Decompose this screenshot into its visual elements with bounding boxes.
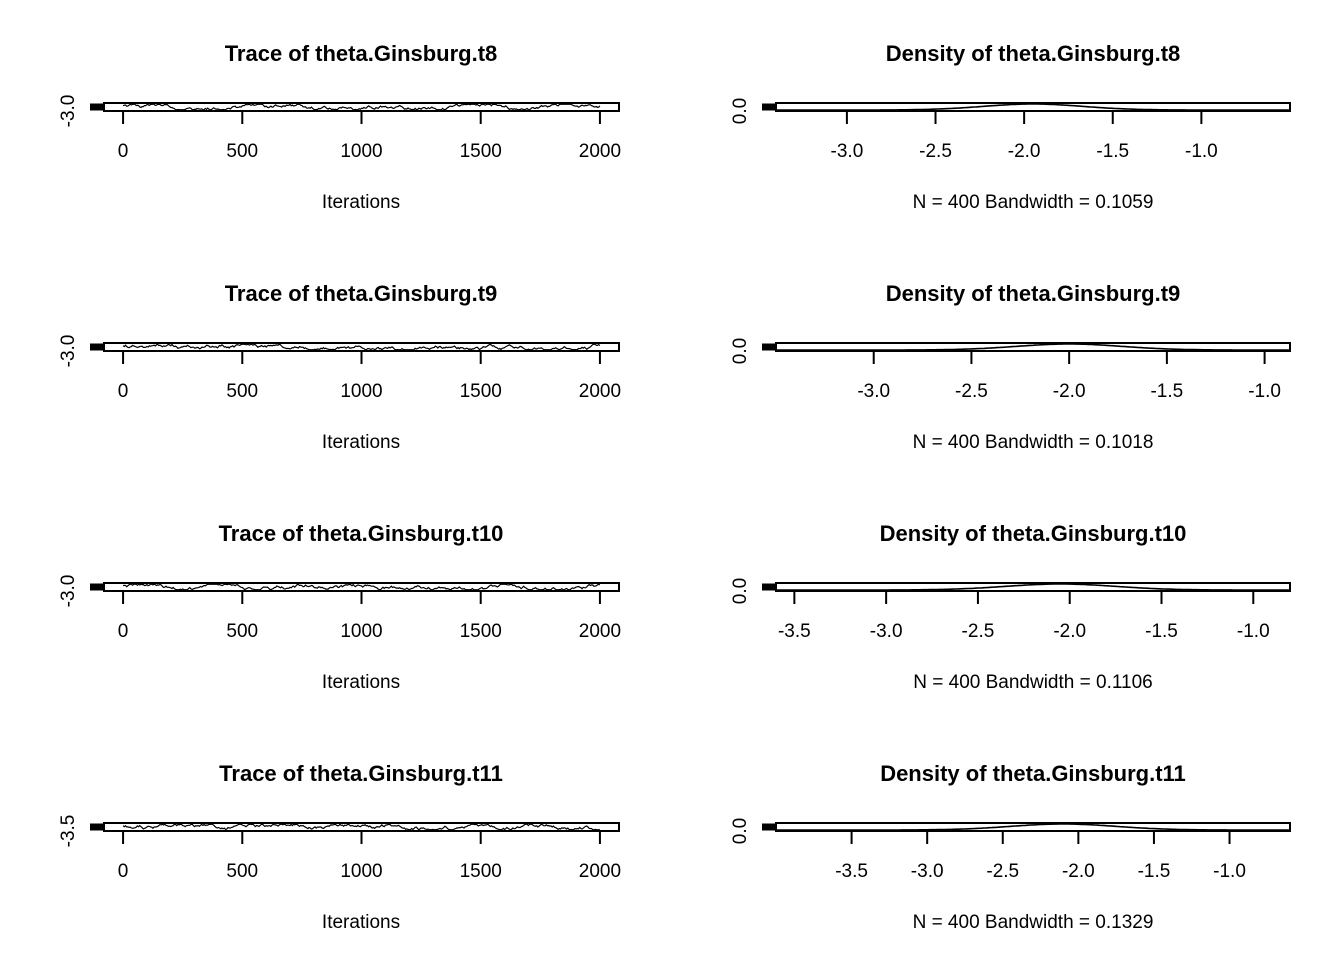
x-tick-label: -1.5: [1145, 621, 1178, 642]
y-tick-label: -3.5: [58, 815, 79, 848]
trace-line: [122, 823, 600, 831]
x-tick-label: 2000: [579, 381, 621, 402]
chart-panel-7: Trace of theta.Ginsburg.t11 0 500 1000 1500 2…: [58, 761, 621, 933]
x-tick-label: -3.0: [831, 141, 864, 162]
x-tick-label: -3.0: [857, 381, 890, 402]
x-tick-label: -1.0: [1213, 861, 1246, 882]
x-tick-label: -1.0: [1185, 141, 1218, 162]
x-tick-label: -2.5: [986, 861, 1019, 882]
x-tick-label: -2.5: [955, 381, 988, 402]
x-tick-label: -2.0: [1053, 381, 1086, 402]
x-tick-label: -2.5: [962, 621, 995, 642]
x-tick-label: 500: [226, 621, 258, 642]
x-axis-label: Iterations: [322, 432, 400, 453]
chart-title: Trace of theta.Ginsburg.t8: [225, 41, 498, 66]
chart-title: Density of theta.Ginsburg.t9: [886, 281, 1181, 306]
x-tick-label: 2000: [579, 621, 621, 642]
x-tick-label: -3.0: [911, 861, 944, 882]
x-tick-label: 500: [226, 381, 258, 402]
x-tick-label: 1000: [340, 861, 382, 882]
x-axis-label: Iterations: [322, 672, 400, 693]
x-tick-label: -3.5: [835, 861, 868, 882]
y-tick-label: 0.0: [730, 578, 751, 604]
x-tick-label: -2.0: [1062, 861, 1095, 882]
density-curve: [776, 343, 1290, 351]
x-axis-label: N = 400 Bandwidth = 0.1018: [913, 432, 1154, 453]
density-curve: [776, 583, 1290, 591]
x-tick-label: 1000: [340, 381, 382, 402]
trace-line: [122, 103, 601, 111]
chart-panel-4: Density of theta.Ginsburg.t9 -3.0 -2.5 -2.0…: [730, 281, 1291, 453]
x-tick-label: 1500: [460, 381, 502, 402]
chart-panel-8: Density of theta.Ginsburg.t11 -3.5 -3.0 -2.…: [730, 761, 1291, 933]
x-axis-label: N = 400 Bandwidth = 0.1329: [913, 912, 1154, 933]
x-axis-label: N = 400 Bandwidth = 0.1059: [913, 192, 1154, 213]
chart-title: Density of theta.Ginsburg.t11: [880, 761, 1186, 786]
y-tick-label: 0.0: [730, 818, 751, 844]
y-tick-label: 0.0: [730, 98, 751, 124]
chart-panel-3: Trace of theta.Ginsburg.t9 0 500 1000 1500 20…: [58, 281, 621, 453]
trace-line: [122, 343, 601, 351]
chart-title: Density of theta.Ginsburg.t8: [886, 41, 1181, 66]
x-tick-label: -2.0: [1053, 621, 1086, 642]
x-tick-label: -3.5: [778, 621, 811, 642]
x-axis-label: N = 400 Bandwidth = 0.1106: [913, 672, 1152, 693]
y-tick-label: 0.0: [730, 338, 751, 364]
x-tick-label: 1000: [340, 141, 382, 162]
x-tick-label: 2000: [579, 141, 621, 162]
x-tick-label: 0: [118, 381, 129, 402]
x-tick-label: -2.0: [1008, 141, 1041, 162]
chart-title: Trace of theta.Ginsburg.t11: [219, 761, 503, 786]
x-tick-label: 1500: [460, 141, 502, 162]
y-tick-label: -3.0: [58, 335, 79, 368]
x-tick-label: 500: [226, 141, 258, 162]
density-curve: [776, 823, 1290, 831]
chart-title: Density of theta.Ginsburg.t10: [880, 521, 1187, 546]
x-tick-label: 1500: [460, 861, 502, 882]
x-tick-label: -2.5: [919, 141, 952, 162]
trace-line: [122, 583, 601, 591]
x-tick-label: -1.0: [1248, 381, 1281, 402]
x-tick-label: 0: [118, 141, 129, 162]
x-axis-label: Iterations: [322, 192, 400, 213]
density-curve: [776, 103, 1290, 111]
chart-panel-1: Trace of theta.Ginsburg.t8 0 500 1000 1500 20…: [58, 41, 621, 213]
x-tick-label: -1.5: [1150, 381, 1183, 402]
y-tick-label: -3.0: [58, 95, 79, 128]
x-tick-label: -1.5: [1138, 861, 1171, 882]
x-tick-label: 2000: [579, 861, 621, 882]
chart-panel-2: Density of theta.Ginsburg.t8 -3.0 -2.5 -2.0…: [730, 41, 1291, 213]
chart-title: Trace of theta.Ginsburg.t10: [219, 521, 504, 546]
x-axis-label: Iterations: [322, 912, 400, 933]
x-tick-label: 1000: [340, 621, 382, 642]
chart-panel-5: Trace of theta.Ginsburg.t10 0 500 1000 1500 2…: [58, 521, 621, 693]
chart-panel-6: Density of theta.Ginsburg.t10 -3.5 -3.0 -2.…: [730, 521, 1291, 693]
y-tick-label: -3.0: [58, 575, 79, 608]
x-tick-label: -1.5: [1096, 141, 1129, 162]
chart-title: Trace of theta.Ginsburg.t9: [225, 281, 498, 306]
x-tick-label: 500: [226, 861, 258, 882]
x-tick-label: 0: [118, 621, 129, 642]
x-tick-label: -3.0: [870, 621, 903, 642]
x-tick-label: -1.0: [1237, 621, 1270, 642]
x-tick-label: 1500: [460, 621, 502, 642]
x-tick-label: 0: [118, 861, 129, 882]
